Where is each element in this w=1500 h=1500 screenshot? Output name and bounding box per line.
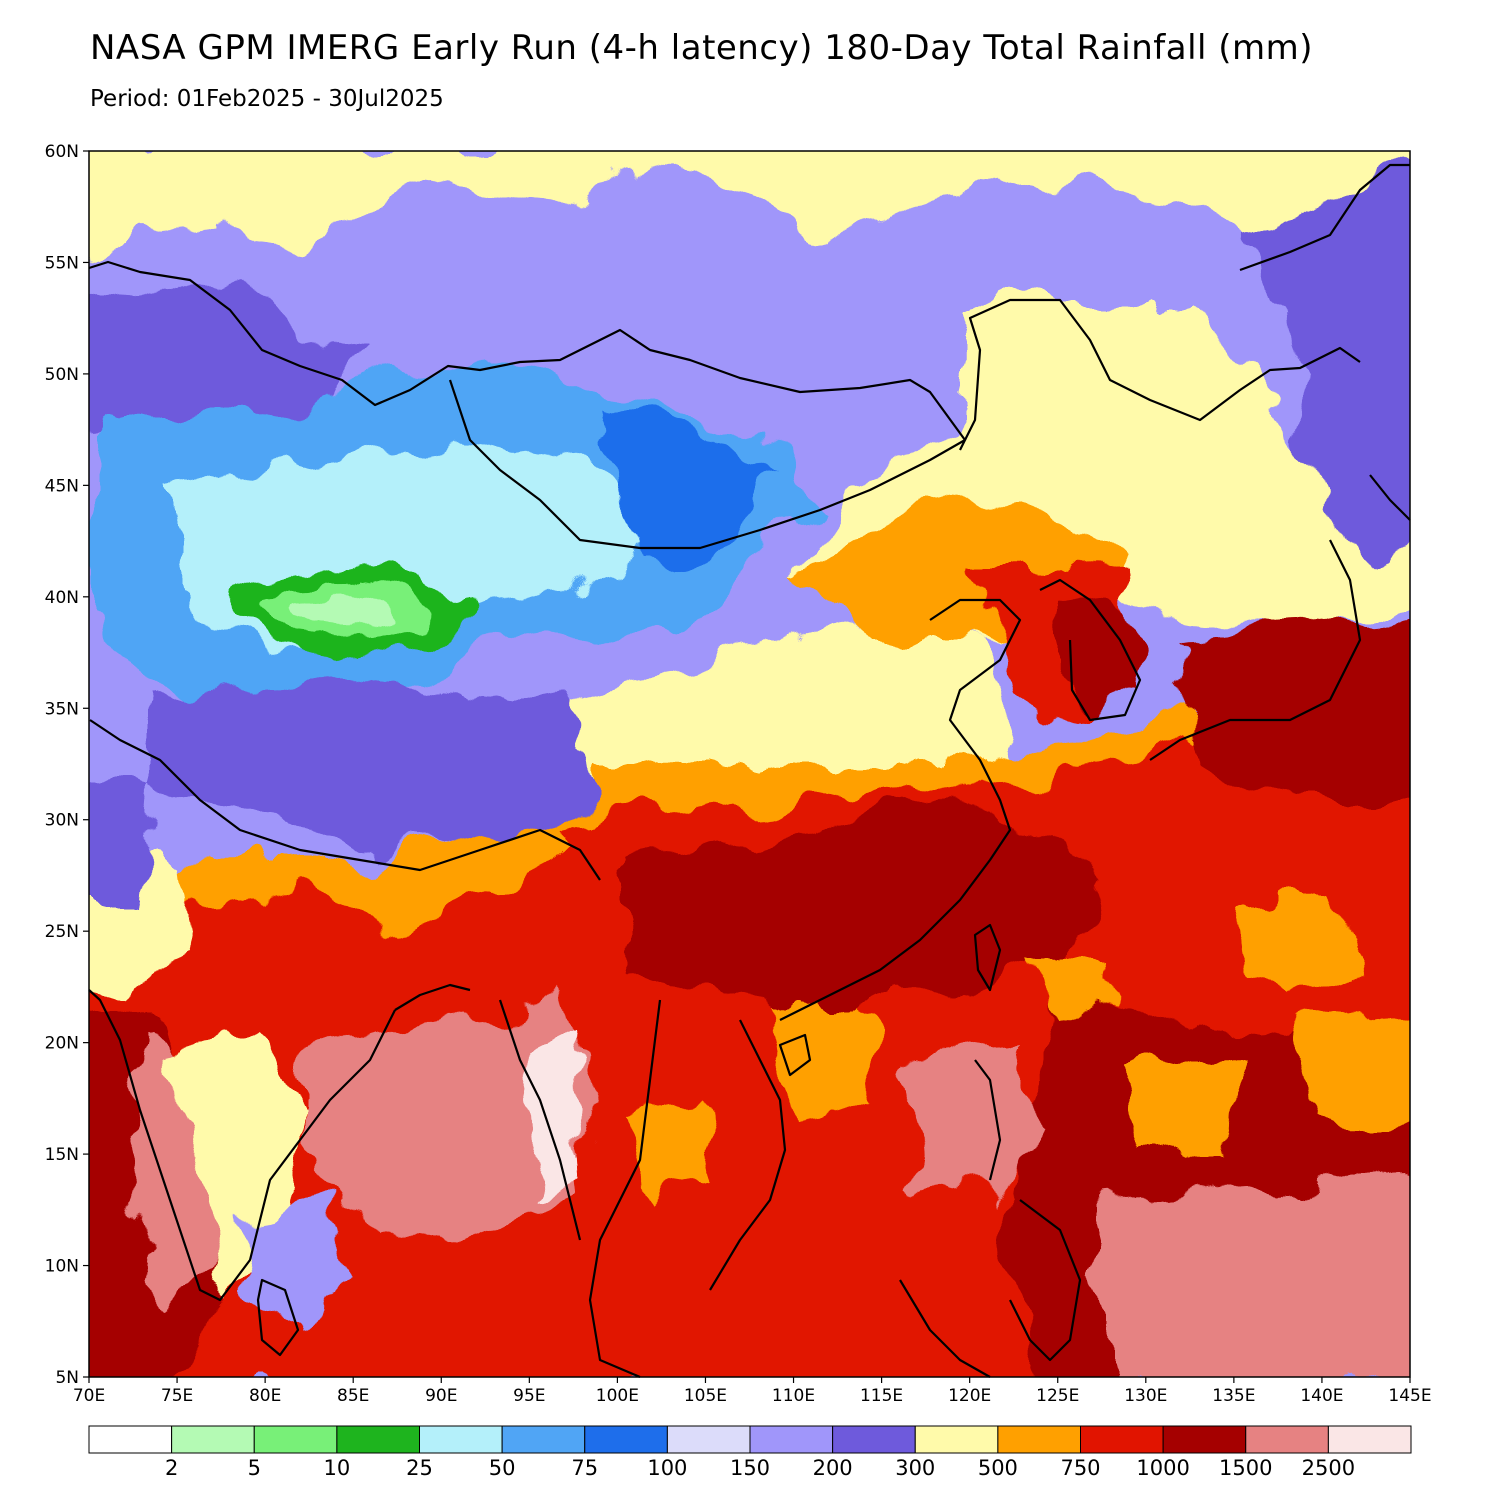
colorbar-swatch [997, 1425, 1081, 1454]
lat-tick-label: 60N [45, 142, 79, 162]
latitude-axis: 60N 55N 50N 45N 40N 35N 30N 25N 20N 15N 10N 5N [45, 142, 89, 1388]
colorbar-swatch [914, 1425, 999, 1454]
lon-tick-label: 130E [1124, 1386, 1167, 1406]
chart-title: NASA GPM IMERG Early Run (4-h latency) 1… [90, 28, 1314, 68]
colorbar-swatch [1245, 1425, 1329, 1454]
lat-tick-label: 45N [45, 476, 79, 496]
colorbar-swatch [88, 1425, 173, 1454]
colorbar-swatch [584, 1425, 668, 1454]
colorbar-label: 5 [248, 1456, 261, 1480]
colorbar-label: 1500 [1219, 1456, 1272, 1480]
lat-tick-label: 5N [55, 1368, 79, 1388]
lon-tick-label: 110E [772, 1386, 815, 1406]
colorbar-label: 750 [1060, 1456, 1100, 1480]
colorbar-swatch [666, 1425, 751, 1454]
lon-tick-label: 85E [337, 1386, 369, 1406]
lon-tick-label: 120E [948, 1386, 991, 1406]
lon-tick-label: 125E [1036, 1386, 1079, 1406]
colorbar-label: 2500 [1302, 1456, 1355, 1480]
lon-tick-label: 70E [73, 1386, 105, 1406]
coastlines [88, 163, 1411, 1379]
colorbar-label: 50 [489, 1456, 516, 1480]
lon-tick-label: 135E [1212, 1386, 1255, 1406]
lon-tick-label: 145E [1388, 1386, 1431, 1406]
colorbar: 2 5 10 25 50 75 100 150 200 300 500 750 1000 1500 2500 [88, 1425, 1412, 1480]
colorbar-swatch [1327, 1425, 1412, 1454]
lon-tick-label: 95E [513, 1386, 545, 1406]
lat-tick-label: 35N [45, 699, 79, 719]
colorbar-label: 25 [406, 1456, 433, 1480]
colorbar-label: 1000 [1136, 1456, 1189, 1480]
colorbar-swatch [336, 1425, 420, 1454]
lon-tick-label: 80E [249, 1386, 281, 1406]
lat-tick-label: 15N [45, 1145, 79, 1165]
colorbar-label: 2 [165, 1456, 178, 1480]
rainfall-field [89, 151, 1410, 1377]
lon-tick-label: 115E [860, 1386, 903, 1406]
lon-tick-label: 90E [425, 1386, 457, 1406]
chart-subtitle: Period: 01Feb2025 - 30Jul2025 [90, 86, 444, 112]
colorbar-swatch [1162, 1425, 1247, 1454]
colorbar-swatch [749, 1425, 834, 1454]
colorbar-label: 150 [730, 1456, 770, 1480]
colorbar-label: 300 [895, 1456, 935, 1480]
lon-tick-label: 140E [1300, 1386, 1343, 1406]
lon-tick-label: 100E [596, 1386, 639, 1406]
colorbar-swatch [171, 1425, 255, 1454]
colorbar-swatch [832, 1425, 916, 1454]
lat-tick-label: 10N [45, 1257, 79, 1277]
lon-tick-label: 75E [161, 1386, 193, 1406]
colorbar-swatch [419, 1425, 503, 1454]
colorbar-label: 200 [813, 1456, 853, 1480]
lat-tick-label: 40N [45, 588, 79, 608]
lat-tick-label: 20N [45, 1034, 79, 1054]
lat-tick-label: 30N [45, 811, 79, 831]
colorbar-label: 500 [978, 1456, 1018, 1480]
longitude-axis: 70E 75E 80E 85E 90E 95E 100E 105E 110E 115E 120E 12… [73, 1377, 1432, 1406]
colorbar-label: 10 [324, 1456, 351, 1480]
lat-tick-label: 55N [45, 253, 79, 273]
lon-tick-label: 105E [684, 1386, 727, 1406]
map-frame [88, 150, 1411, 1378]
colorbar-swatch [501, 1425, 586, 1454]
colorbar-swatch [253, 1425, 338, 1454]
lat-tick-label: 25N [45, 922, 79, 942]
lat-tick-label: 50N [45, 365, 79, 385]
colorbar-label: 75 [571, 1456, 598, 1480]
colorbar-swatch [1080, 1425, 1164, 1454]
colorbar-label: 100 [647, 1456, 687, 1480]
